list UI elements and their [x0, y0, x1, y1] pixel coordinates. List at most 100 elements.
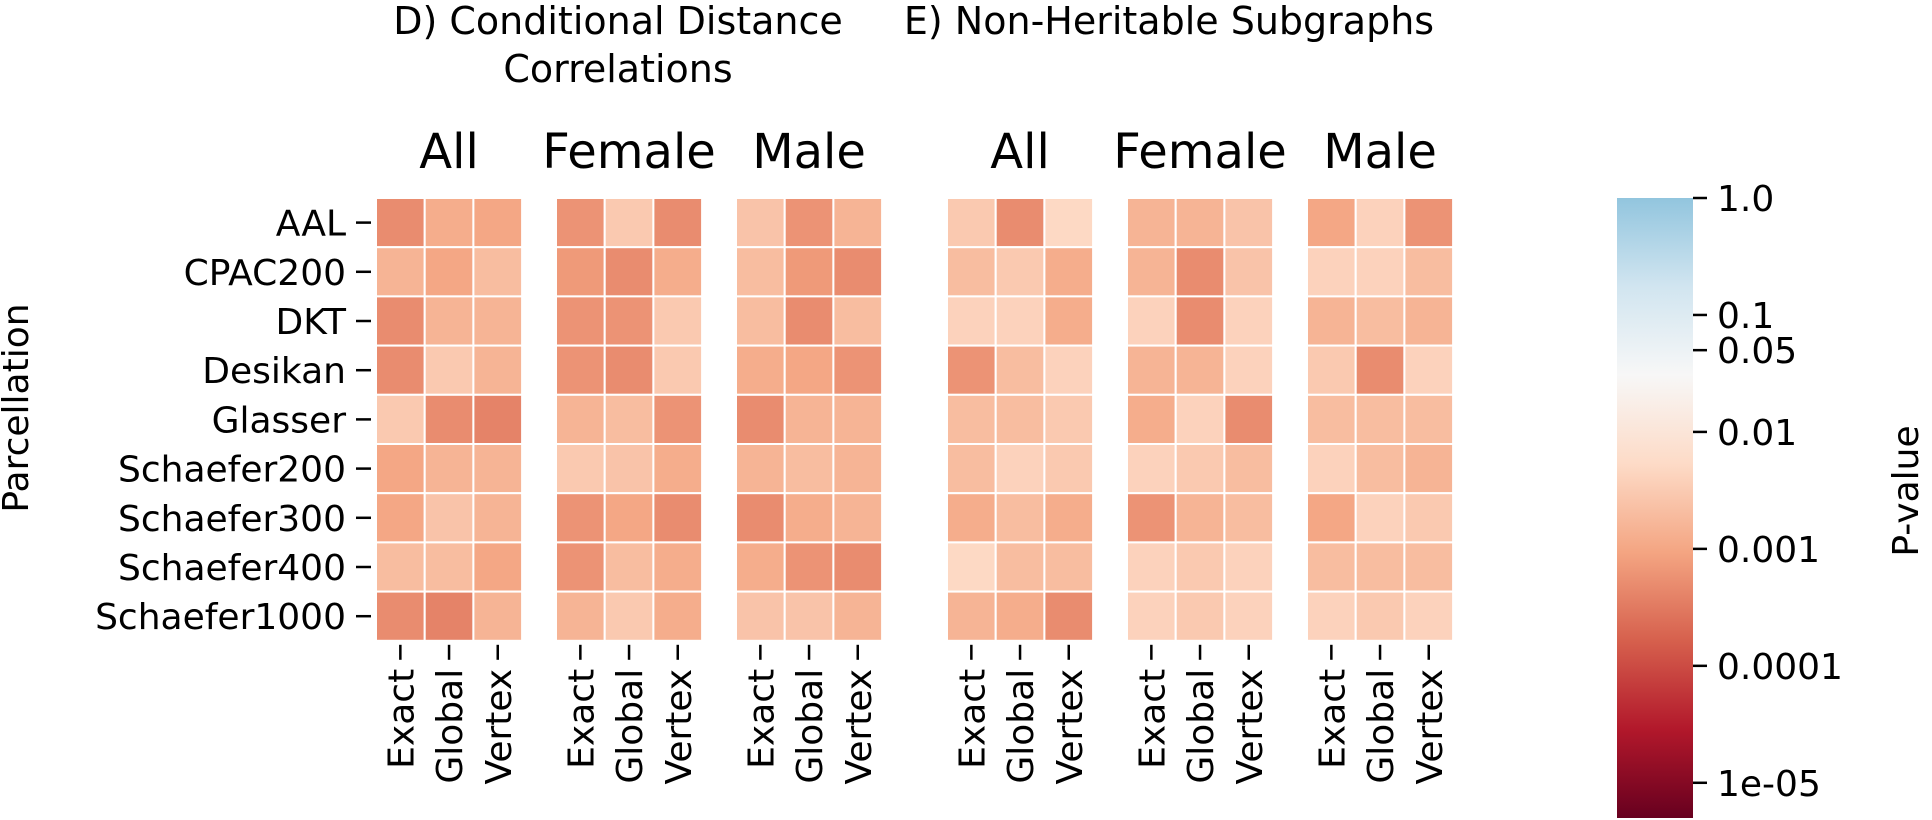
heatmap-cell — [1174, 393, 1226, 445]
row-labels: AAL CPAC200 DKT Desikan Glasser Schaefer200 Sc… — [95, 204, 371, 638]
row-label-dkt: DKT — [275, 302, 347, 343]
heatmap-cell — [1174, 590, 1226, 642]
heatmap-cell — [1403, 393, 1455, 445]
row-label-glasser: Glasser — [212, 400, 347, 441]
heatmap-cell — [946, 541, 997, 593]
heatmap-cell — [1354, 443, 1406, 495]
heatmap-cell — [1223, 492, 1275, 544]
heatmap-cell — [735, 443, 786, 495]
heatmap-cell — [652, 590, 704, 642]
heatmap-e-female: Female Exact Global Vertex — [1113, 124, 1287, 785]
column-label-vertex: Vertex — [479, 669, 520, 785]
heatmap-cell — [994, 246, 1046, 298]
heatmap-cell — [423, 492, 475, 544]
colorbar-tick-label: 1.0 — [1717, 179, 1774, 220]
heatmap-cell — [1174, 443, 1226, 495]
row-label-aal: AAL — [276, 204, 346, 245]
heatmap-cell — [1354, 344, 1406, 396]
heatmap-cell — [555, 295, 606, 347]
heatmap-cell — [652, 443, 704, 495]
heatmap-cell — [603, 443, 655, 495]
column-label-exact: Exact — [1312, 669, 1353, 769]
row-label-schaefer400: Schaefer400 — [118, 548, 346, 589]
heatmap-cell — [603, 590, 655, 642]
heatmap-cell — [1403, 344, 1455, 396]
heatmap-cell — [735, 246, 786, 298]
heatmap-cell — [735, 197, 786, 249]
heatmap-cell — [783, 344, 835, 396]
heatmap-cell — [652, 295, 704, 347]
heatmap-cell — [735, 344, 786, 396]
heatmap-cell — [1043, 443, 1095, 495]
heatmap-cell — [1354, 197, 1406, 249]
heatmap-cell — [1403, 541, 1455, 593]
heatmap-cell — [555, 492, 606, 544]
column-label-exact: Exact — [381, 669, 422, 769]
heatmap-cell — [946, 492, 997, 544]
heatmap-cell — [1126, 492, 1177, 544]
column-label-global: Global — [790, 669, 831, 784]
heatmap-cell — [423, 393, 475, 445]
heatmap-cell — [783, 246, 835, 298]
heatmap-cell — [1354, 590, 1406, 642]
heatmap-cell — [1354, 393, 1406, 445]
heatmap-cell — [375, 590, 426, 642]
heatmap-cell — [1174, 246, 1226, 298]
heatmap-cell — [652, 492, 704, 544]
heatmap-cell — [783, 443, 835, 495]
heatmap-cell — [1403, 295, 1455, 347]
heatmap-cell — [1306, 295, 1357, 347]
heatmap-cell — [1403, 443, 1455, 495]
heatmap-cell — [946, 590, 997, 642]
heatmap-cell — [555, 344, 606, 396]
heatmap-cell — [1223, 246, 1275, 298]
heatmap-cell — [375, 246, 426, 298]
heatmap-cell — [1174, 344, 1226, 396]
column-label-vertex: Vertex — [839, 669, 880, 785]
heatmap-cell — [832, 246, 884, 298]
heatmap-cell — [1306, 344, 1357, 396]
heatmap-cell — [423, 246, 475, 298]
column-label-global: Global — [1181, 669, 1222, 784]
heatmap-cell — [1043, 590, 1095, 642]
group-title-female: Female — [1113, 124, 1287, 180]
heatmap-cell — [423, 197, 475, 249]
heatmap-cell — [1223, 393, 1275, 445]
panel-title-e: E) Non-Heritable Subgraphs — [904, 0, 1434, 43]
heatmap-cell — [423, 590, 475, 642]
heatmap-cell — [832, 443, 884, 495]
heatmap-cell — [1223, 197, 1275, 249]
heatmap-cell — [652, 344, 704, 396]
column-label-global: Global — [1001, 669, 1042, 784]
heatmap-cell — [1174, 492, 1226, 544]
column-label-exact: Exact — [561, 669, 602, 769]
column-label-vertex: Vertex — [1050, 669, 1091, 785]
heatmap-cell — [652, 197, 704, 249]
heatmap-cell — [1403, 492, 1455, 544]
heatmap-cell — [1126, 197, 1177, 249]
heatmap-cell — [375, 541, 426, 593]
heatmap-cell — [603, 197, 655, 249]
heatmap-cell — [735, 590, 786, 642]
heatmap-cell — [375, 492, 426, 544]
heatmap-cell — [1043, 344, 1095, 396]
heatmap-cell — [1043, 246, 1095, 298]
heatmap-cell — [472, 590, 524, 642]
heatmap-cell — [472, 295, 524, 347]
heatmap-cell — [555, 590, 606, 642]
heatmap-cell — [783, 295, 835, 347]
group-title-female: Female — [542, 124, 716, 180]
column-label-global: Global — [610, 669, 651, 784]
column-label-exact: Exact — [741, 669, 782, 769]
heatmap-cell — [1126, 344, 1177, 396]
heatmap-cell — [1223, 590, 1275, 642]
heatmap-cell — [994, 541, 1046, 593]
heatmap-cell — [1043, 541, 1095, 593]
heatmap-cell — [423, 295, 475, 347]
heatmap-cell — [994, 443, 1046, 495]
heatmap-cell — [1306, 443, 1357, 495]
heatmap-e-all: All Exact Global Vertex — [946, 124, 1095, 785]
column-label-vertex: Vertex — [1410, 669, 1451, 785]
colorbar-tick-label: 0.01 — [1717, 413, 1797, 454]
